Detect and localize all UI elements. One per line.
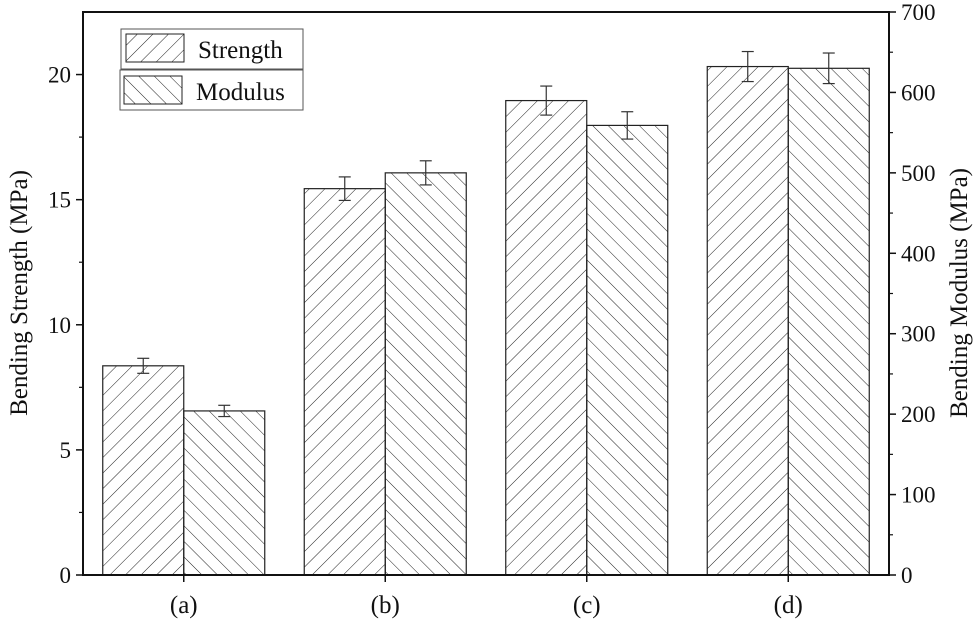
bar-strength [102, 365, 185, 576]
bars-layer [102, 50, 870, 576]
y-tick-label: 15 [48, 188, 71, 213]
y-tick-label: 10 [48, 313, 71, 338]
y-tick-label: 5 [60, 438, 72, 463]
y-axis-label: Bending Strength (MPa) [6, 170, 33, 416]
legend-label-modulus: Modulus [196, 79, 285, 106]
bar-modulus [586, 124, 669, 576]
y2-tick-label: 300 [901, 322, 936, 347]
x-tick-label: (d) [774, 592, 803, 619]
error-bar-modulus [822, 52, 835, 85]
legend-swatch-modulus [123, 75, 183, 105]
error-bar-strength [741, 50, 754, 83]
error-bar-strength [338, 176, 351, 202]
bar-modulus [787, 67, 870, 576]
y2-tick-label: 600 [901, 80, 936, 105]
bar-strength [706, 65, 789, 576]
x-tick-label: (b) [371, 592, 400, 619]
x-tick-label: (a) [170, 592, 198, 619]
y2-tick-label: 400 [901, 241, 936, 266]
legend-label-strength: Strength [198, 37, 283, 64]
bar-strength [303, 188, 386, 576]
x-tick-label: (c) [573, 592, 601, 619]
y2-axis-label: Bending Modulus (MPa) [946, 168, 973, 418]
error-bar-strength [137, 357, 150, 374]
legend-swatch-strength [125, 33, 185, 63]
y2-tick-label: 100 [901, 483, 936, 508]
error-bar-strength [540, 85, 553, 116]
legend: Strength Modulus [119, 28, 304, 111]
y2-tick-label: 200 [901, 402, 936, 427]
y-tick-label: 20 [48, 63, 71, 88]
y2-tick-label: 500 [901, 161, 936, 186]
y2-tick-label: 0 [901, 563, 913, 588]
axes-layer: (a) (b) (c) (d)0510152001002003004005006007… [48, 0, 936, 619]
bar-modulus [384, 172, 467, 576]
error-bar-modulus [621, 111, 634, 140]
bar-strength [505, 99, 588, 576]
y2-tick-label: 700 [901, 0, 936, 25]
error-bar-modulus [218, 404, 231, 418]
y-tick-label: 0 [60, 563, 72, 588]
bar-modulus [183, 410, 266, 576]
error-bar-modulus [419, 160, 432, 186]
